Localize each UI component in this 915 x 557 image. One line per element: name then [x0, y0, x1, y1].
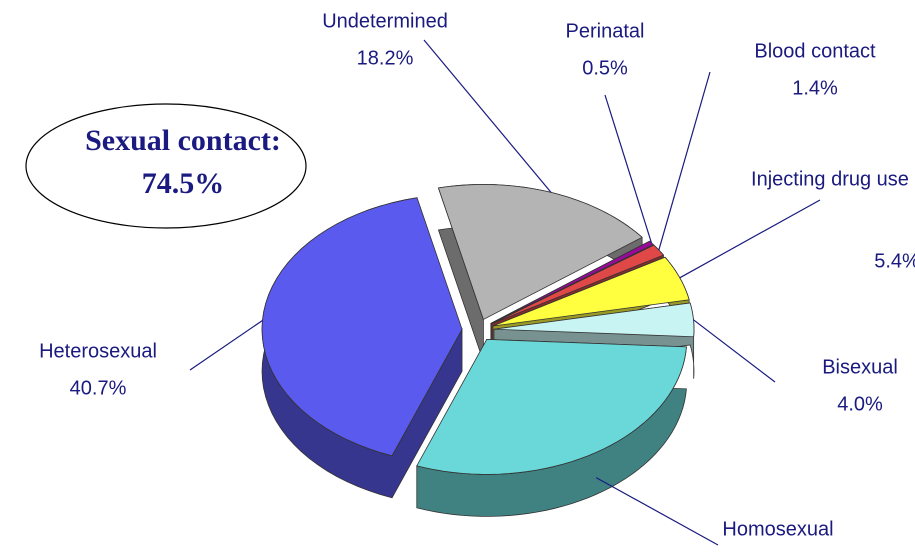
leader-line	[423, 39, 552, 193]
leader-line	[595, 477, 719, 546]
value-label: 40.7%	[70, 377, 127, 399]
leader-line	[679, 199, 821, 279]
category-label: Injecting drug use	[751, 168, 909, 190]
slice	[416, 338, 687, 475]
leader-line	[189, 319, 263, 371]
annotation-line: Sexual contact:	[85, 124, 281, 157]
slice	[491, 244, 665, 325]
annotation-ellipse	[25, 103, 307, 229]
category-label: Blood contact	[754, 40, 876, 62]
value-label: 4.0%	[837, 393, 883, 415]
category-label: Heterosexual	[39, 340, 157, 362]
category-label: Undetermined	[322, 10, 448, 32]
category-label: Bisexual	[822, 356, 898, 378]
annotation-line: 74.5%	[142, 167, 225, 200]
slice	[492, 256, 690, 327]
value-label: 18.2%	[357, 47, 414, 69]
leader-line	[693, 319, 776, 383]
category-label: Homosexual	[722, 518, 833, 540]
value-label: 0.5%	[582, 57, 628, 79]
value-label: 29.8%	[750, 555, 807, 557]
value-label: 1.4%	[792, 77, 838, 99]
value-label: 5.4%	[874, 250, 915, 272]
slice	[437, 184, 643, 321]
leader-line	[604, 94, 653, 244]
category-label: Perinatal	[566, 20, 645, 42]
leader-line	[658, 71, 711, 251]
